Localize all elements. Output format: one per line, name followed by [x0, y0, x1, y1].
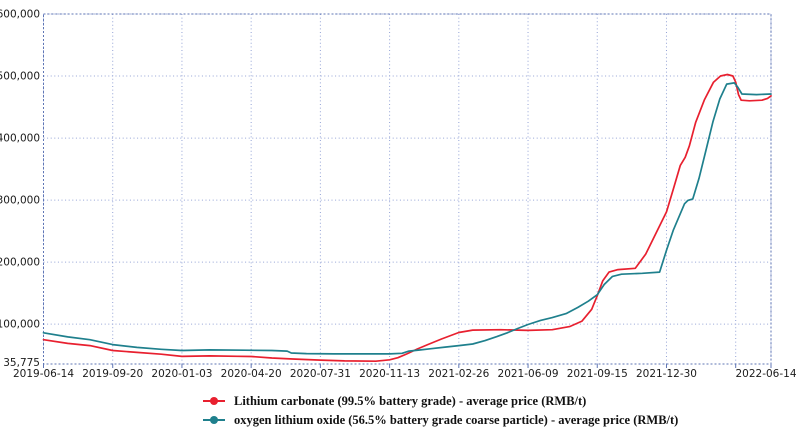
- x-tick-label: 2021-06-09: [498, 368, 559, 380]
- x-tick-label: 2022-06-14: [735, 368, 796, 380]
- x-tick-label: 2020-07-31: [290, 368, 351, 380]
- y-tick-label: 200,000: [0, 257, 40, 269]
- x-tick-label: 2020-11-13: [359, 368, 420, 380]
- x-tick-label: 2021-09-15: [567, 368, 628, 380]
- y-min-label: 35,775: [3, 357, 40, 369]
- y-tick-label: 400,000: [0, 133, 40, 145]
- legend-item-lithium-oxide: oxygen lithium oxide (56.5% battery grad…: [203, 413, 678, 427]
- legend-item-lithium-carbonate: Lithium carbonate (99.5% battery grade) …: [203, 394, 678, 408]
- x-tick-label: 2021-12-30: [636, 368, 697, 380]
- y-tick-label: 600,000: [0, 9, 40, 21]
- y-tick-label: 100,000: [0, 319, 40, 331]
- x-tick-label: 2019-09-20: [82, 368, 143, 380]
- legend-marker-teal-icon: [203, 416, 225, 425]
- x-tick-label: 2021-02-26: [428, 368, 489, 380]
- y-tick-label: 500,000: [0, 71, 40, 83]
- chart-legend: Lithium carbonate (99.5% battery grade) …: [203, 394, 678, 427]
- legend-marker-red-icon: [203, 397, 225, 406]
- legend-label-lithium-carbonate: Lithium carbonate (99.5% battery grade) …: [234, 393, 587, 408]
- series-line-lithium-carbonate: [42, 73, 772, 363]
- plot-border: [43, 13, 772, 365]
- y-tick-label: 300,000: [0, 195, 40, 207]
- series-line-lithium-oxide: [42, 82, 772, 355]
- x-tick-label: 2019-06-14: [13, 368, 74, 380]
- x-tick-label: 2020-01-03: [151, 368, 212, 380]
- x-tick-label: 2020-04-20: [221, 368, 282, 380]
- legend-label-lithium-oxide: oxygen lithium oxide (56.5% battery grad…: [234, 412, 679, 427]
